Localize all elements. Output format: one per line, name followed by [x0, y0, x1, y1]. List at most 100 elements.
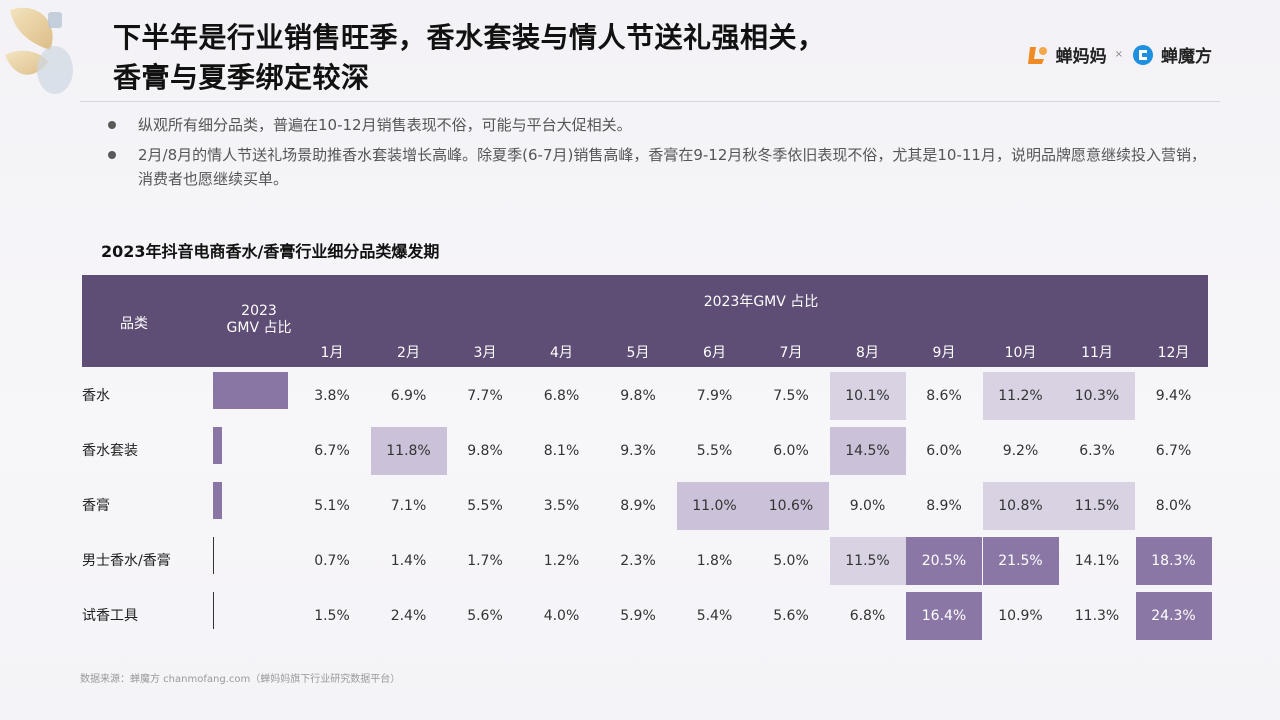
gmv-share-bar: [213, 427, 222, 464]
value-cell: 5.5%: [467, 498, 503, 514]
value-cell: 8.1%: [543, 443, 580, 459]
row-category-name: 男士香水/香膏: [82, 553, 171, 569]
header-month-4: 4月: [550, 345, 573, 361]
value-cell: 10.9%: [998, 608, 1043, 624]
table-row: 试香工具 1.5% 2.4% 5.6% 4.0% 5.9% 5.4% 5.6% 6.8% 16.4…: [82, 592, 1212, 640]
value-cell: 7.5%: [773, 388, 809, 404]
table-row: 男士香水/香膏 0.7% 1.4% 1.7% 1.2% 2.3% 1.8% 5.0% 11.5%…: [82, 537, 1212, 585]
value-cell: 18.3%: [1135, 537, 1212, 585]
gmv-share-bar: [213, 537, 214, 574]
row-category-name: 香水: [82, 388, 110, 404]
row-category-name: 试香工具: [82, 608, 138, 624]
gmv-share-bar: [213, 592, 214, 629]
bullet-text: 纵观所有细分品类，普遍在10-12月销售表现不俗，可能与平台大促相关。: [138, 116, 632, 134]
value-cell: 4.0%: [543, 608, 580, 624]
value-cell: 9.3%: [620, 443, 656, 459]
value-cell: 2.4%: [390, 608, 427, 624]
value-cell: 14.1%: [1074, 553, 1120, 569]
value-cell: 5.5%: [696, 443, 733, 459]
row-category-name: 香水套装: [82, 443, 138, 459]
row-category-name: 香膏: [82, 498, 110, 514]
value-cell: 8.9%: [926, 498, 962, 514]
value-cell: 5.9%: [620, 608, 656, 624]
header-month-8: 8月: [856, 345, 879, 361]
header-month-10: 10月: [1004, 345, 1037, 361]
value-cell: 5.6%: [467, 608, 503, 624]
value-cell: 11.5%: [829, 537, 906, 585]
value-cell: 3.8%: [314, 388, 350, 404]
value-cell: 6.7%: [1155, 443, 1192, 459]
value-cell: 8.9%: [620, 498, 656, 514]
data-source-footer: 数据来源：蝉魔方 chanmofang.com（蝉妈妈旗下行业研究数据平台）: [80, 674, 401, 685]
value-cell: 11.8%: [370, 427, 447, 475]
value-cell: 9.4%: [1155, 388, 1192, 404]
table-header: 品类 2023 GMV 占比 2023年GMV 占比 1月 2月 3月 4月 5月 6月 7月…: [82, 275, 1208, 367]
table-row: 香水 3.8% 6.9% 7.7% 6.8% 9.8% 7.9% 7.5% 10.1% 8.6% 1…: [82, 372, 1208, 420]
value-cell: 21.5%: [982, 537, 1059, 585]
value-cell: 7.9%: [696, 388, 733, 404]
header-month-7: 7月: [779, 345, 803, 361]
value-cell: 10.8%: [982, 482, 1059, 530]
brand-logos: 蝉妈妈 × 蝉魔方: [1026, 42, 1212, 67]
value-cell: 3.5%: [543, 498, 580, 514]
header-month-11: 11月: [1081, 345, 1113, 361]
value-cell: 1.4%: [390, 553, 427, 569]
header-category: 品类: [120, 316, 148, 332]
value-cell: 1.2%: [543, 553, 580, 569]
value-cell: 5.6%: [773, 608, 809, 624]
value-cell: 11.0%: [676, 482, 753, 530]
value-cell: 1.8%: [696, 553, 733, 569]
chanmama-logo: 蝉妈妈: [1026, 42, 1107, 67]
chanmofang-logo-icon: [1133, 44, 1153, 65]
title-line-1: 下半年是行业销售旺季，香水套装与情人节送礼强相关，: [113, 21, 826, 54]
chanmama-logo-text: 蝉妈妈: [1055, 47, 1107, 67]
value-cell: 6.0%: [773, 443, 809, 459]
value-cell: 1.5%: [314, 608, 350, 624]
value-cell: 6.7%: [314, 443, 350, 459]
header-month-6: 6月: [703, 345, 726, 361]
title-line-2: 香膏与夏季绑定较深: [113, 61, 370, 94]
chanmofang-logo: 蝉魔方: [1131, 42, 1212, 67]
value-cell: 14.5%: [829, 427, 906, 475]
value-cell: 11.5%: [1059, 482, 1135, 530]
page-title: 下半年是行业销售旺季，香水套装与情人节送礼强相关， 香膏与夏季绑定较深: [113, 18, 993, 98]
header-gmv-line: GMV 占比: [226, 320, 292, 336]
bullet-item: 2月/8月的情人节送礼场景助推香水套装增长高峰。除夏季(6-7月)销售高峰，香膏…: [108, 143, 1218, 191]
value-cell: 2.3%: [620, 553, 656, 569]
value-cell: 7.1%: [390, 498, 427, 514]
category-table: 品类 2023 GMV 占比 2023年GMV 占比 1月 2月 3月 4月 5月 6月 7月…: [82, 275, 1212, 640]
bullet-text: 2月/8月的情人节送礼场景助推香水套装增长高峰。除夏季(6-7月)销售高峰，香膏…: [138, 146, 1206, 188]
chanmama-logo-icon: [1027, 46, 1047, 64]
chanmofang-logo-text: 蝉魔方: [1161, 47, 1212, 67]
bullet-item: 纵观所有细分品类，普遍在10-12月销售表现不俗，可能与平台大促相关。: [108, 113, 1218, 137]
header-gmv-share: 2023 GMV 占比: [214, 303, 304, 337]
value-cell: 6.0%: [926, 443, 962, 459]
bullet-dot-icon: [108, 151, 116, 159]
value-cell: 6.8%: [849, 608, 886, 624]
chart-title: 2023年抖音电商香水/香膏行业细分品类爆发期: [101, 242, 440, 261]
value-cell: 1.7%: [467, 553, 503, 569]
table-row: 香水套装 6.7% 11.8% 9.8% 8.1% 9.3% 5.5% 6.0% 14.5% 6.…: [82, 427, 1208, 475]
gmv-share-bar: [213, 482, 222, 519]
value-cell: 9.8%: [467, 443, 503, 459]
header-month-1: 1月: [320, 345, 344, 361]
butterfly-decoration-icon: [5, 7, 73, 94]
value-cell: 5.4%: [696, 608, 733, 624]
header-gmv-line: 2023: [241, 303, 277, 319]
header-month-5: 5月: [626, 345, 650, 361]
value-cell: 9.8%: [620, 388, 656, 404]
value-cell: 9.0%: [849, 498, 886, 514]
header-month-3: 3月: [473, 345, 497, 361]
table-row: 香膏 5.1% 7.1% 5.5% 3.5% 8.9% 11.0% 10.6% 9.0% 8.9%…: [82, 482, 1208, 530]
gmv-share-bar: [213, 372, 289, 409]
value-cell: 6.9%: [390, 388, 427, 404]
header-month-2: 2月: [397, 345, 420, 361]
value-cell: 20.5%: [906, 537, 982, 585]
logo-separator: ×: [1114, 49, 1123, 60]
value-cell: 11.2%: [982, 372, 1059, 420]
value-cell: 24.3%: [1135, 592, 1212, 640]
value-cell: 5.0%: [773, 553, 809, 569]
bullet-list: 纵观所有细分品类，普遍在10-12月销售表现不俗，可能与平台大促相关。 2月/8…: [108, 113, 1218, 197]
bullet-dot-icon: [108, 121, 116, 129]
value-cell: 0.7%: [314, 553, 350, 569]
